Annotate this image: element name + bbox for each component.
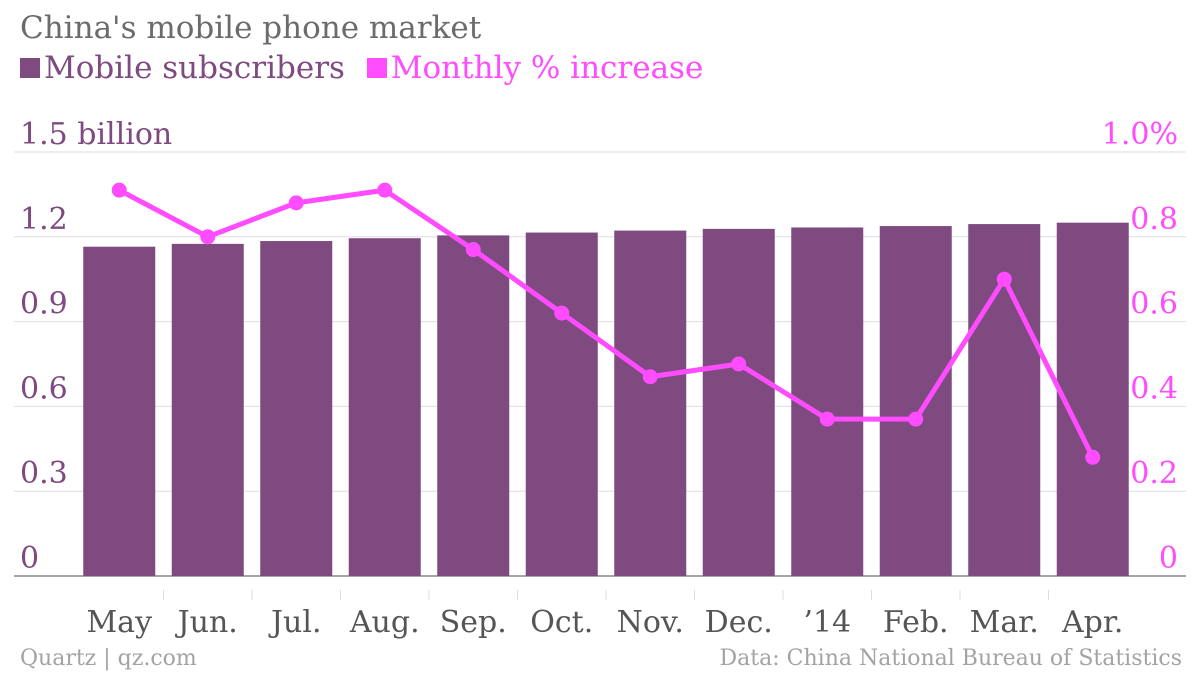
bar-subscribers	[1056, 222, 1129, 576]
legend-label-subscribers: Mobile subscribers	[44, 50, 345, 86]
y-right-tick-label: 0	[1159, 541, 1178, 576]
x-tick-label: Sep.	[440, 605, 507, 640]
x-tick-label: Dec.	[705, 605, 773, 640]
legend-item-increase: Monthly % increase	[366, 50, 704, 86]
chart-title: China's mobile phone market	[20, 10, 482, 46]
line-monthly-increase	[118, 187, 1095, 459]
bar-subscribers	[171, 243, 244, 576]
legend-swatch-increase	[366, 58, 387, 78]
bar-subscribers	[348, 238, 421, 577]
x-tick-label: Apr.	[1061, 605, 1123, 640]
bar-subscribers	[525, 232, 598, 576]
point-monthly-increase	[731, 356, 747, 372]
x-tick-label: Jun.	[175, 605, 238, 640]
y-right-tick-label: 0.8	[1130, 202, 1178, 237]
y-left-tick-label: 0.9	[20, 287, 68, 322]
x-tick-label: Nov.	[617, 605, 684, 640]
point-monthly-increase	[288, 195, 304, 211]
x-tick-label: Jul.	[268, 605, 321, 640]
point-monthly-increase	[111, 182, 127, 198]
x-tick-label: Mar.	[970, 605, 1039, 640]
x-tick-label: Oct.	[530, 605, 593, 640]
bar-subscribers	[437, 235, 510, 577]
y-right-tick-label: 0.2	[1130, 456, 1178, 491]
point-monthly-increase	[819, 411, 835, 427]
y-left-tick-label: 0	[20, 541, 39, 576]
y-left-tick-label: 1.5 billion	[20, 117, 172, 152]
legend: Mobile subscribers Monthly % increase	[20, 50, 715, 86]
legend-swatch-subscribers	[20, 58, 40, 78]
footer-source-left: Quartz | qz.com	[20, 646, 197, 671]
x-tick-label: Aug.	[349, 605, 420, 640]
bar-subscribers	[83, 246, 156, 576]
point-monthly-increase	[908, 411, 924, 427]
y-left-tick-label: 0.3	[20, 456, 68, 491]
point-monthly-increase	[200, 229, 216, 245]
point-monthly-increase	[1085, 449, 1101, 465]
legend-item-subscribers: Mobile subscribers	[20, 50, 345, 86]
bar-subscribers	[702, 228, 775, 577]
bar-subscribers	[260, 241, 333, 577]
point-monthly-increase	[465, 242, 481, 258]
y-left-tick-label: 0.6	[20, 371, 68, 406]
bar-subscribers	[879, 226, 952, 577]
point-monthly-increase	[642, 369, 658, 385]
x-tick-label: ’14	[803, 605, 851, 640]
point-monthly-increase	[996, 271, 1012, 287]
x-tick-label: May	[86, 605, 152, 640]
point-monthly-increase	[377, 182, 393, 198]
y-right-tick-label: 0.6	[1130, 287, 1178, 322]
y-left-tick-label: 1.2	[20, 202, 68, 237]
x-tick-label: Feb.	[883, 605, 949, 640]
legend-label-increase: Monthly % increase	[390, 50, 704, 86]
bar-subscribers	[614, 230, 687, 576]
y-right-tick-label: 1.0%	[1102, 117, 1178, 152]
y-right-tick-label: 0.4	[1130, 371, 1178, 406]
point-monthly-increase	[554, 305, 570, 321]
footer-source-right: Data: China National Bureau of Statistic…	[719, 646, 1182, 671]
